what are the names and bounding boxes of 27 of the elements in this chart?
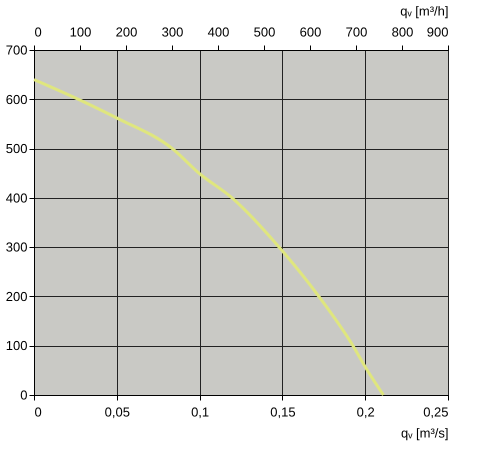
y-tick-label: 600 xyxy=(6,92,28,107)
x-axis-title: qᵥ [m³/s] xyxy=(400,426,448,440)
y-tick-label: 200 xyxy=(6,288,28,304)
x2-tick-label: 0 xyxy=(34,24,42,40)
y-tick-label: 300 xyxy=(6,240,28,255)
x2-tick-label: 900 xyxy=(426,24,448,40)
x2-axis-title: qᵥ [m³/h] xyxy=(400,4,448,18)
x-tick-label: 0,1 xyxy=(191,404,210,420)
x2-tick-label: 300 xyxy=(162,24,184,40)
x2-tick-label: 600 xyxy=(300,24,322,40)
x-tick-label: 0,05 xyxy=(104,404,130,420)
x2-tick-label: 200 xyxy=(116,24,138,40)
y-tick-label: 500 xyxy=(6,141,28,156)
line-series xyxy=(32,78,385,396)
x2-tick-label: 800 xyxy=(392,24,414,40)
y-tick-label: 0 xyxy=(20,388,28,402)
x2-tick-label: 400 xyxy=(208,24,230,40)
x2-tick-label: 500 xyxy=(254,24,276,40)
x-tick-label: 0 xyxy=(34,404,42,420)
x-tick-label: 0,25 xyxy=(423,404,448,420)
y-tick-label: 700 xyxy=(6,42,28,58)
x2-tick-label: 700 xyxy=(346,24,368,40)
x-tick-label: 0,2 xyxy=(356,404,375,420)
y-tick-label: 400 xyxy=(6,190,28,206)
x-tick-label: 0,15 xyxy=(270,404,296,420)
y-tick-label: 100 xyxy=(6,338,28,354)
x2-tick-label: 100 xyxy=(70,24,92,40)
